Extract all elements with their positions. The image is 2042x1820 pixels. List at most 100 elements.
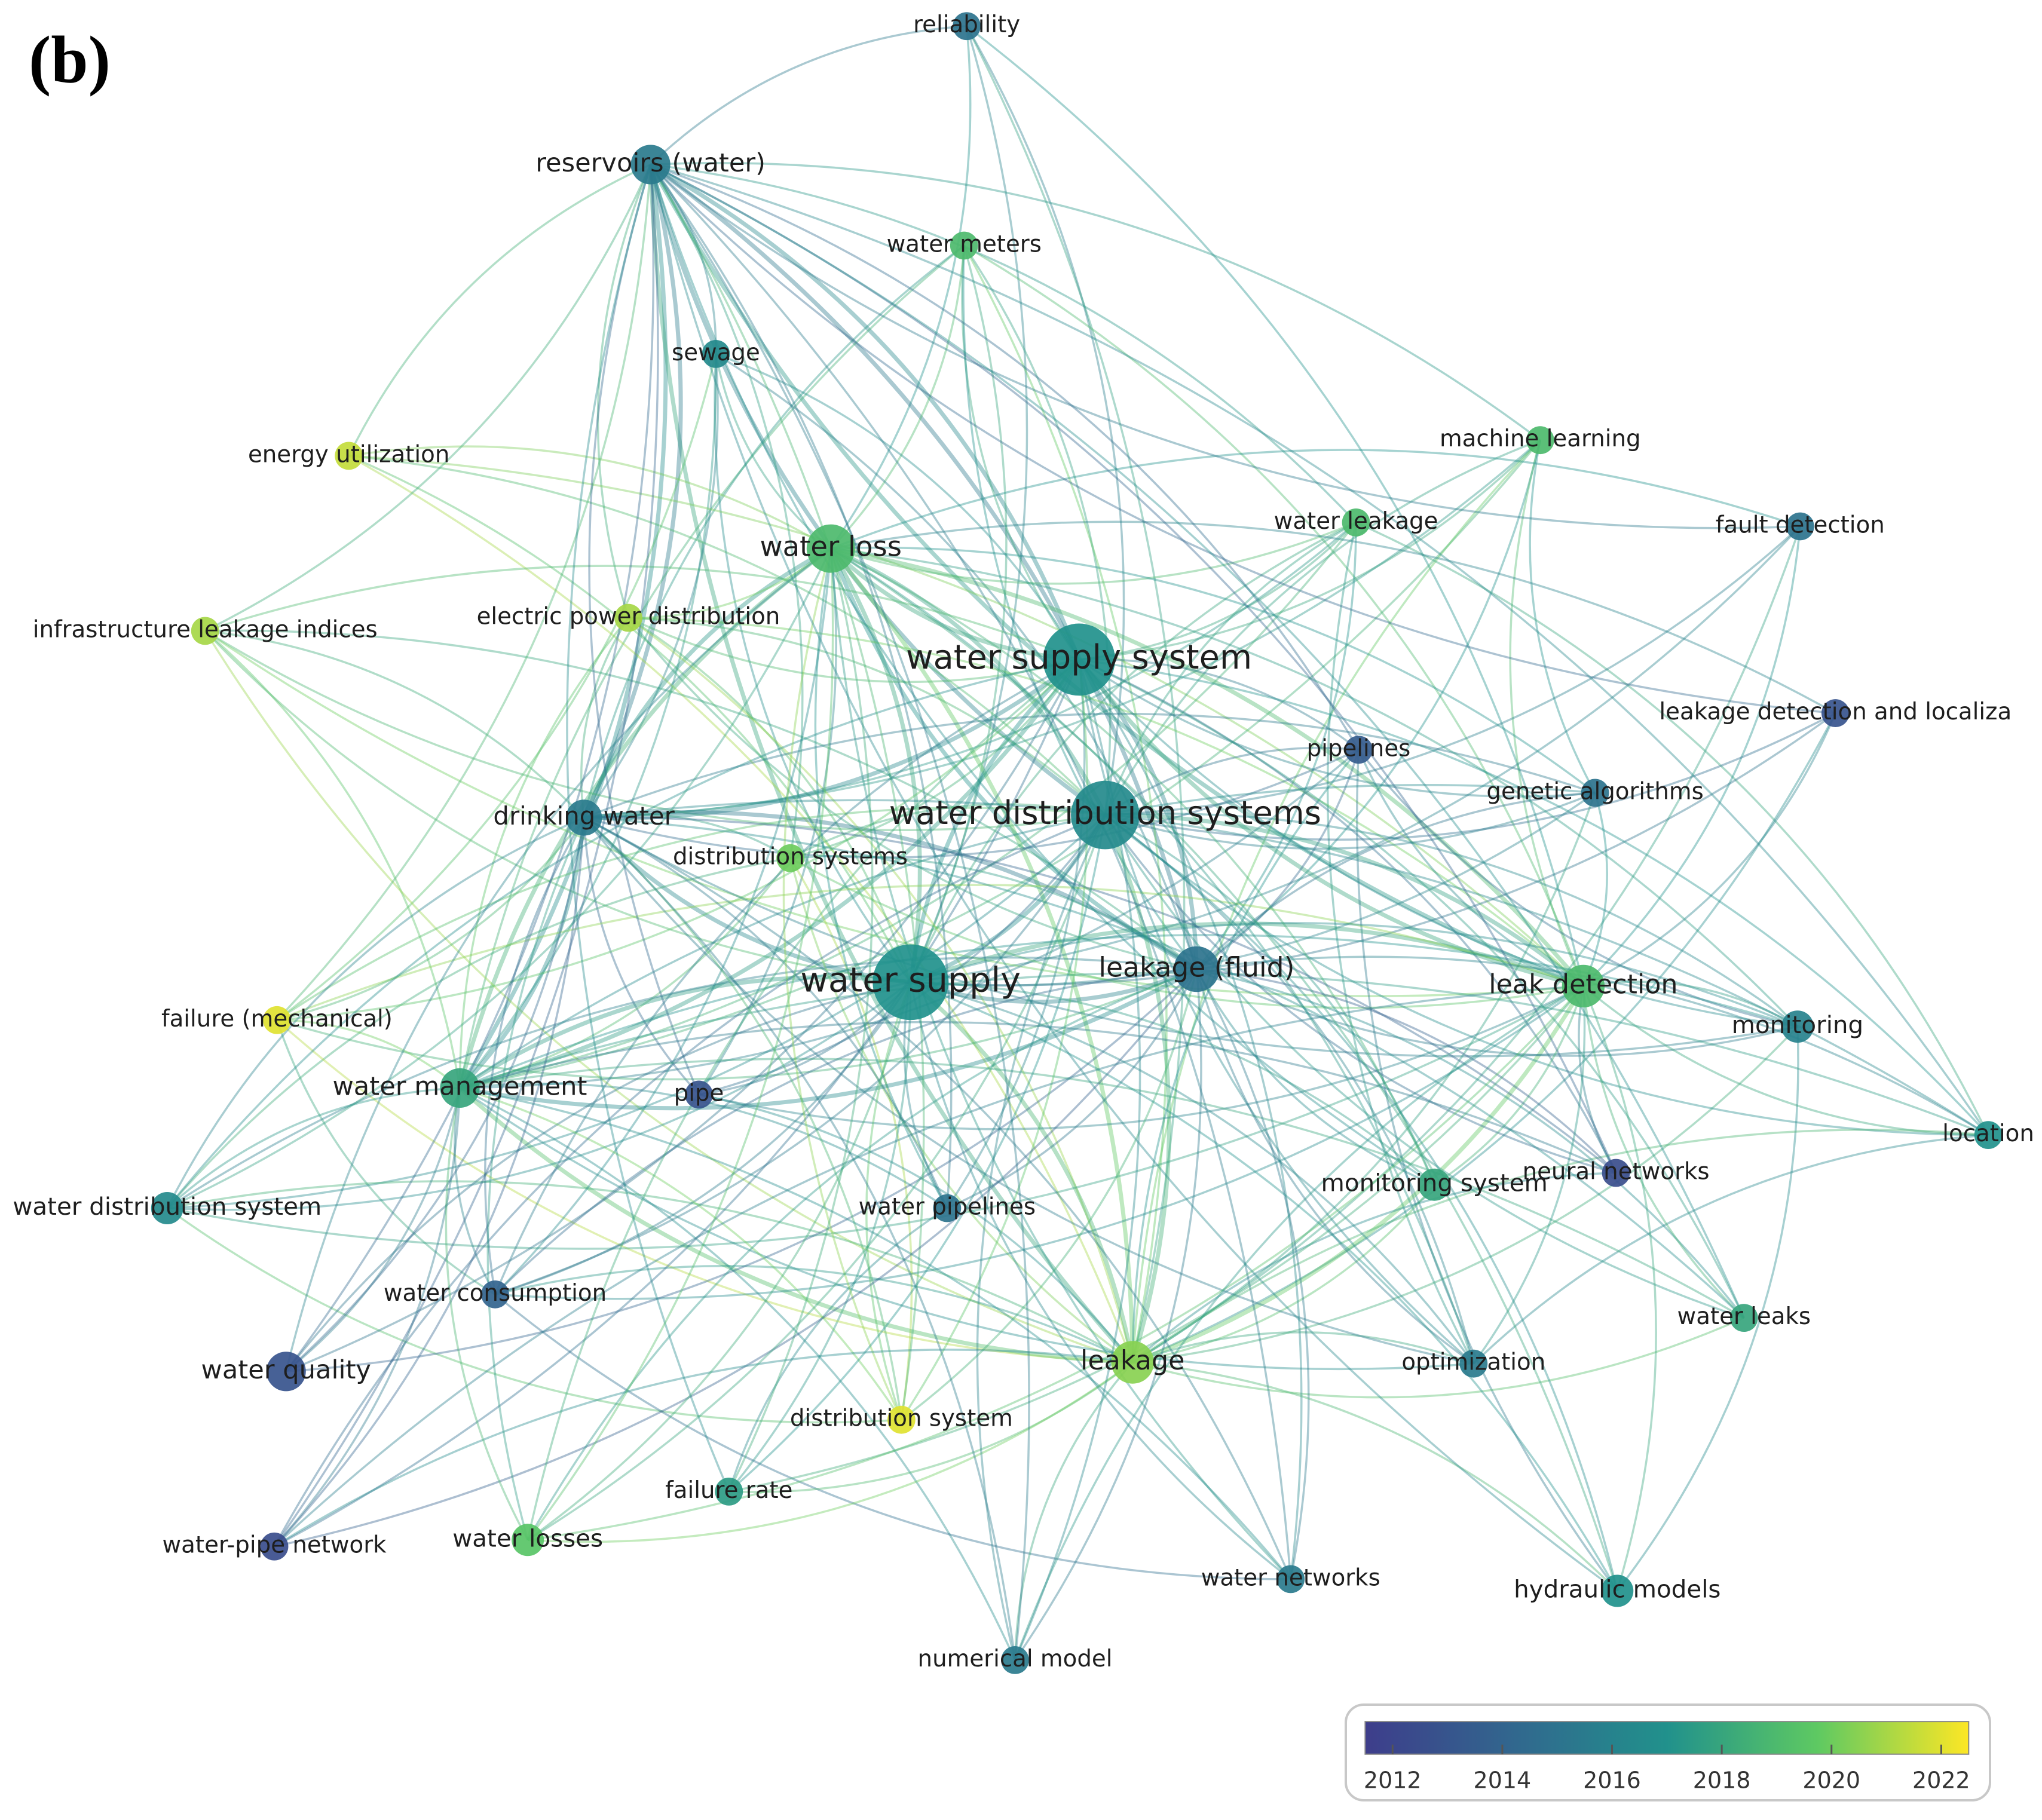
link xyxy=(649,163,1081,661)
node-label: water loss xyxy=(760,531,902,563)
node-label: water management xyxy=(333,1071,587,1101)
link xyxy=(204,164,652,632)
node xyxy=(702,340,730,368)
legend-tick-label: 2016 xyxy=(1583,1767,1641,1793)
link xyxy=(946,659,1086,1209)
link xyxy=(1326,522,1475,1364)
link xyxy=(628,547,832,619)
link xyxy=(495,985,1584,1300)
link xyxy=(583,354,719,819)
link xyxy=(628,617,1584,987)
link xyxy=(1472,1133,1989,1365)
node-label: pipe xyxy=(674,1080,724,1107)
link xyxy=(584,816,1617,1174)
link xyxy=(1509,440,1585,987)
link xyxy=(273,164,659,1548)
link xyxy=(1132,1025,1799,1364)
link xyxy=(583,813,791,859)
link xyxy=(789,857,1584,1009)
link xyxy=(276,807,1106,1021)
link xyxy=(285,164,655,1372)
link xyxy=(1132,1129,1989,1364)
link xyxy=(966,25,1186,1363)
legend-tick-label: 2020 xyxy=(1802,1767,1860,1793)
link xyxy=(829,548,1292,1580)
link xyxy=(583,817,903,1420)
link xyxy=(650,163,1357,523)
link xyxy=(831,547,1799,1028)
link xyxy=(900,659,1089,1421)
node xyxy=(887,1405,916,1434)
link xyxy=(204,630,911,983)
link xyxy=(1103,814,1171,1364)
link xyxy=(1079,522,1357,661)
link xyxy=(460,439,1541,1089)
link xyxy=(1196,522,1357,970)
link xyxy=(1104,746,1359,816)
link xyxy=(648,164,1134,1364)
link xyxy=(276,884,1584,1021)
link xyxy=(1104,814,1475,1364)
node-label: water distribution systems xyxy=(889,794,1321,832)
link xyxy=(1616,1027,1799,1592)
node xyxy=(565,799,602,836)
node-label: water supply system xyxy=(906,638,1252,677)
node-label: water consumption xyxy=(384,1280,607,1307)
link xyxy=(1132,1317,1745,1399)
link xyxy=(909,982,1291,1580)
node-label: numerical model xyxy=(918,1646,1113,1672)
link xyxy=(277,1019,461,1089)
node-label: leak detection xyxy=(1489,969,1677,1000)
node xyxy=(685,1080,713,1109)
link xyxy=(789,803,1106,859)
link xyxy=(1014,1361,1134,1660)
link xyxy=(1578,986,1617,1173)
link xyxy=(274,968,1198,1548)
node xyxy=(1111,1341,1154,1384)
link xyxy=(910,525,1801,983)
link xyxy=(627,617,1080,684)
link xyxy=(728,1361,1134,1493)
link xyxy=(588,164,700,1095)
link xyxy=(459,1087,902,1421)
link xyxy=(167,548,832,1209)
link xyxy=(526,658,1080,1540)
link xyxy=(829,547,1198,972)
link xyxy=(910,981,1435,1186)
link xyxy=(1132,1331,1474,1365)
link xyxy=(460,857,791,1089)
link xyxy=(167,814,1106,1209)
link xyxy=(715,353,1198,970)
link xyxy=(1583,981,1798,1028)
link xyxy=(583,244,965,818)
link xyxy=(583,749,1360,859)
link xyxy=(627,617,912,983)
node-label: hydraulic models xyxy=(1514,1575,1720,1604)
link xyxy=(1105,813,1585,988)
link xyxy=(1196,440,1541,970)
node xyxy=(630,145,671,185)
link xyxy=(274,1349,1133,1548)
link xyxy=(1582,712,1836,987)
node xyxy=(1276,1565,1305,1594)
link xyxy=(273,985,1584,1548)
link xyxy=(1582,526,1802,987)
link xyxy=(947,969,1198,1209)
link xyxy=(728,548,874,1493)
link xyxy=(458,975,911,1090)
link xyxy=(829,547,1079,662)
node-label: monitoring xyxy=(1732,1010,1864,1039)
link xyxy=(963,244,1585,987)
link xyxy=(830,547,1435,1185)
link xyxy=(458,617,629,1088)
node-label: neural networks xyxy=(1523,1159,1710,1185)
link xyxy=(790,854,1198,970)
link xyxy=(650,163,1617,1173)
link xyxy=(910,245,1008,983)
link xyxy=(728,982,912,1493)
node xyxy=(1821,699,1850,727)
node-label: genetic algorithms xyxy=(1486,778,1703,805)
link xyxy=(584,522,1357,819)
node-label: optimization xyxy=(1401,1349,1545,1376)
link xyxy=(167,1180,1134,1364)
